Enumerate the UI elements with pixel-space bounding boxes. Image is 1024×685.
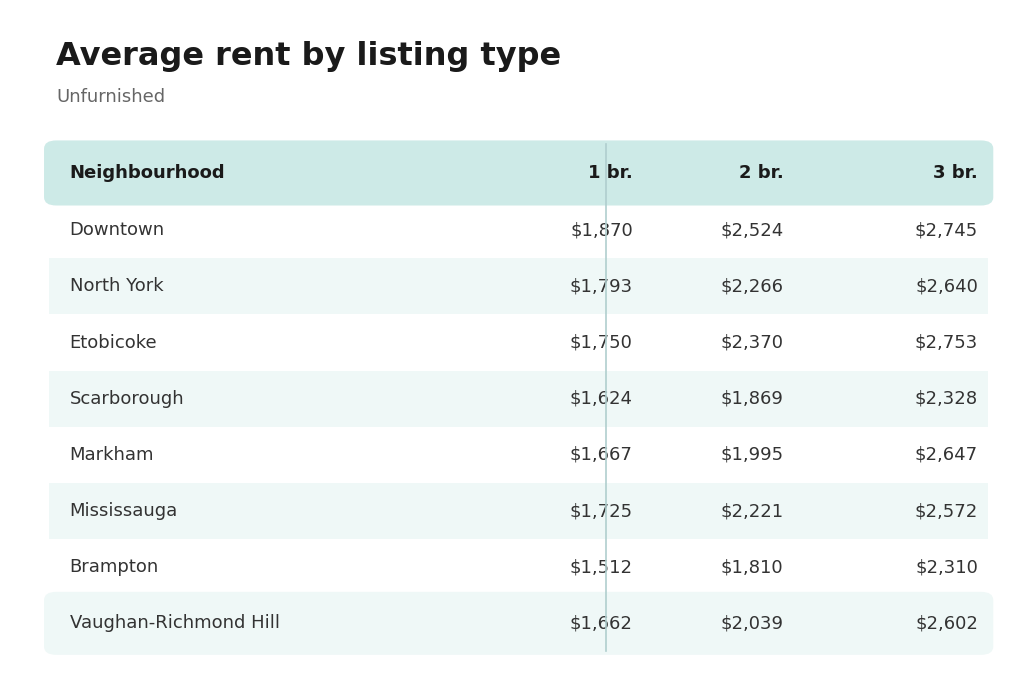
Text: $2,524: $2,524: [720, 221, 783, 239]
Text: $1,662: $1,662: [570, 614, 633, 632]
Text: $2,266: $2,266: [720, 277, 783, 295]
Text: $1,624: $1,624: [569, 390, 633, 408]
Text: $2,039: $2,039: [720, 614, 783, 632]
Text: $2,328: $2,328: [914, 390, 978, 408]
Text: Brampton: Brampton: [70, 558, 159, 576]
Text: Average rent by listing type: Average rent by listing type: [56, 41, 561, 72]
Text: 3 br.: 3 br.: [933, 164, 978, 182]
Text: Markham: Markham: [70, 446, 155, 464]
Text: Vaughan-Richmond Hill: Vaughan-Richmond Hill: [70, 614, 280, 632]
Text: $2,370: $2,370: [720, 334, 783, 351]
Text: $2,745: $2,745: [914, 221, 978, 239]
Text: $1,512: $1,512: [569, 558, 633, 576]
Text: Etobicoke: Etobicoke: [70, 334, 158, 351]
Text: Unfurnished: Unfurnished: [56, 88, 166, 106]
Text: Mississauga: Mississauga: [70, 502, 178, 520]
Text: 2 br.: 2 br.: [738, 164, 783, 182]
Text: Neighbourhood: Neighbourhood: [70, 164, 225, 182]
Text: $2,647: $2,647: [914, 446, 978, 464]
Text: $2,310: $2,310: [915, 558, 978, 576]
Text: $1,750: $1,750: [570, 334, 633, 351]
Text: $2,221: $2,221: [720, 502, 783, 520]
Text: Downtown: Downtown: [70, 221, 165, 239]
Text: $1,667: $1,667: [570, 446, 633, 464]
Text: $2,572: $2,572: [914, 502, 978, 520]
Text: $2,753: $2,753: [914, 334, 978, 351]
Text: $1,870: $1,870: [570, 221, 633, 239]
Text: $2,602: $2,602: [915, 614, 978, 632]
Text: North York: North York: [70, 277, 163, 295]
Text: $1,793: $1,793: [569, 277, 633, 295]
Text: $1,869: $1,869: [721, 390, 783, 408]
Text: Scarborough: Scarborough: [70, 390, 184, 408]
Text: $1,810: $1,810: [721, 558, 783, 576]
Text: $1,725: $1,725: [569, 502, 633, 520]
Text: $1,995: $1,995: [720, 446, 783, 464]
Text: 1 br.: 1 br.: [588, 164, 633, 182]
Text: $2,640: $2,640: [915, 277, 978, 295]
